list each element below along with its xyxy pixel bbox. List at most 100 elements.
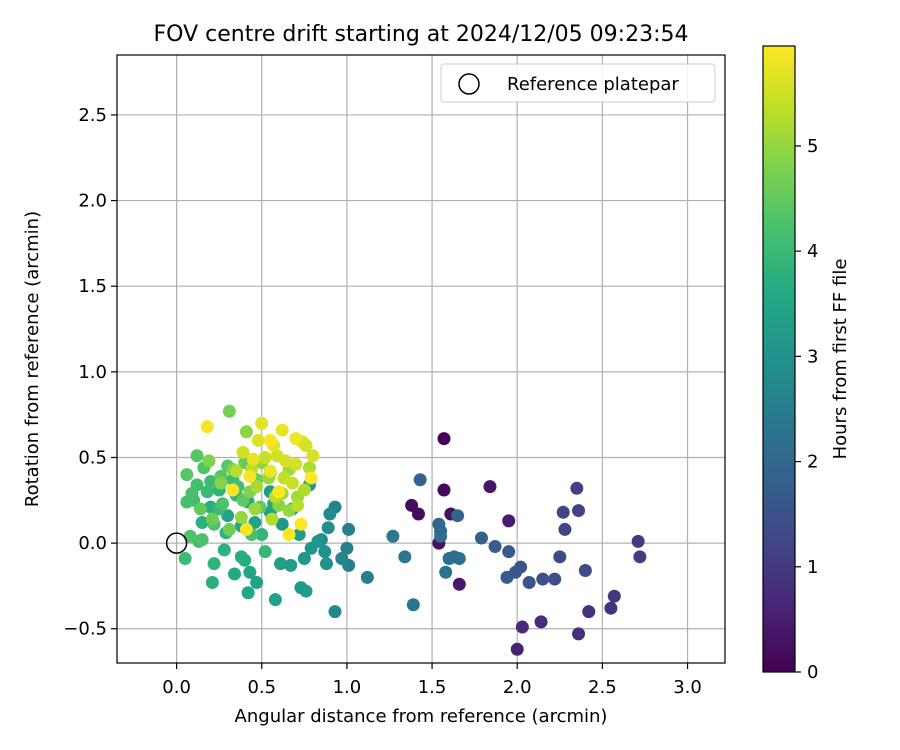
data-point <box>239 522 253 536</box>
data-point <box>297 552 311 566</box>
data-point <box>304 471 318 485</box>
data-point <box>335 552 349 566</box>
legend-box <box>440 63 716 103</box>
x-tick-label: 1.0 <box>333 677 362 698</box>
data-point <box>263 464 277 478</box>
grid <box>117 55 725 663</box>
data-point <box>248 502 262 516</box>
data-point <box>205 512 219 526</box>
data-point <box>229 464 243 478</box>
data-point <box>483 480 497 494</box>
data-point <box>214 476 228 490</box>
data-point <box>239 425 253 439</box>
data-point <box>178 552 192 566</box>
legend: Reference platepar <box>440 63 716 103</box>
data-point <box>241 586 255 600</box>
data-point <box>398 550 412 564</box>
data-point <box>273 557 287 571</box>
data-point <box>207 557 221 571</box>
y-tick-label: 2.0 <box>78 191 107 212</box>
scatter-points <box>178 404 647 656</box>
data-point <box>195 516 209 530</box>
data-point <box>265 512 279 526</box>
data-point <box>284 558 298 572</box>
data-point <box>342 522 356 536</box>
data-point <box>193 502 207 516</box>
data-point <box>200 485 214 499</box>
x-tick-label: 1.5 <box>418 677 447 698</box>
y-tick-label: 2.5 <box>78 105 107 126</box>
data-point <box>474 531 488 545</box>
data-point <box>302 461 316 475</box>
x-tick-label: 3.0 <box>673 677 702 698</box>
data-point <box>183 529 197 543</box>
plot-frame <box>116 54 726 664</box>
data-point <box>432 517 446 531</box>
colorbar: 0 1 2 3 4 5 Hours from first FF file <box>762 45 851 683</box>
data-point <box>502 514 516 528</box>
data-point <box>437 483 451 497</box>
data-point <box>243 469 257 483</box>
y-tick-label: 1.0 <box>78 362 107 383</box>
data-point <box>439 565 453 579</box>
data-point <box>185 486 199 500</box>
data-point <box>195 533 209 547</box>
data-point <box>360 570 374 584</box>
y-tick-label: 1.5 <box>78 276 107 297</box>
data-point <box>558 522 572 536</box>
y-axis-label: Rotation from reference (arcmin) <box>22 211 43 507</box>
y-axis-ticks: −0.5 0.0 0.5 1.0 1.5 2.0 2.5 <box>63 105 117 640</box>
legend-entry: Reference platepar <box>507 74 679 95</box>
x-tick-label: 0.0 <box>162 677 191 698</box>
x-tick-label: 2.0 <box>503 677 532 698</box>
data-point <box>222 404 236 418</box>
plot-area: 0.0 0.5 1.0 1.5 2.0 2.5 3.0 −0.5 0.0 0.5 1.0 1.5 2.… <box>63 54 726 698</box>
data-point <box>258 450 272 464</box>
data-point <box>299 584 313 598</box>
colorbar-ticks: 0 1 2 3 4 5 <box>795 136 818 683</box>
data-point <box>553 550 567 564</box>
data-point <box>556 505 570 519</box>
data-point <box>304 541 318 555</box>
data-point <box>200 420 214 434</box>
data-point <box>631 534 645 548</box>
data-point <box>570 481 584 495</box>
data-point <box>582 605 596 619</box>
data-point <box>250 576 264 590</box>
x-axis-ticks: 0.0 0.5 1.0 1.5 2.0 2.5 3.0 <box>162 663 702 698</box>
data-point <box>607 589 621 603</box>
data-point <box>340 541 354 555</box>
y-tick-label: 0.0 <box>78 533 107 554</box>
data-point <box>522 576 536 590</box>
x-axis-label: Angular distance from reference (arcmin) <box>235 706 608 727</box>
data-point <box>318 545 332 559</box>
legend-marker <box>458 73 480 95</box>
x-tick-label: 0.5 <box>247 677 276 698</box>
data-point <box>282 528 296 542</box>
data-point <box>217 543 231 557</box>
data-point <box>434 529 448 543</box>
data-point <box>442 552 456 566</box>
data-point <box>228 567 242 581</box>
data-point <box>413 473 427 487</box>
data-point <box>258 545 272 559</box>
data-point <box>321 521 335 535</box>
colorbar-tick-label: 2 <box>807 452 818 473</box>
data-point <box>250 480 264 494</box>
data-point <box>222 522 236 536</box>
y-tick-label: −0.5 <box>63 619 107 640</box>
colorbar-tick-label: 1 <box>807 557 818 578</box>
data-point <box>386 529 400 543</box>
data-point <box>251 433 265 447</box>
data-point <box>292 528 306 542</box>
data-point <box>234 510 248 524</box>
data-point <box>180 468 194 482</box>
colorbar-tick-label: 4 <box>807 241 818 262</box>
data-point <box>515 620 529 634</box>
data-point <box>572 504 586 518</box>
data-point <box>246 452 260 466</box>
data-point <box>289 432 303 446</box>
reference-platepar-marker <box>165 532 188 554</box>
data-point <box>502 545 516 559</box>
data-point <box>323 507 337 521</box>
